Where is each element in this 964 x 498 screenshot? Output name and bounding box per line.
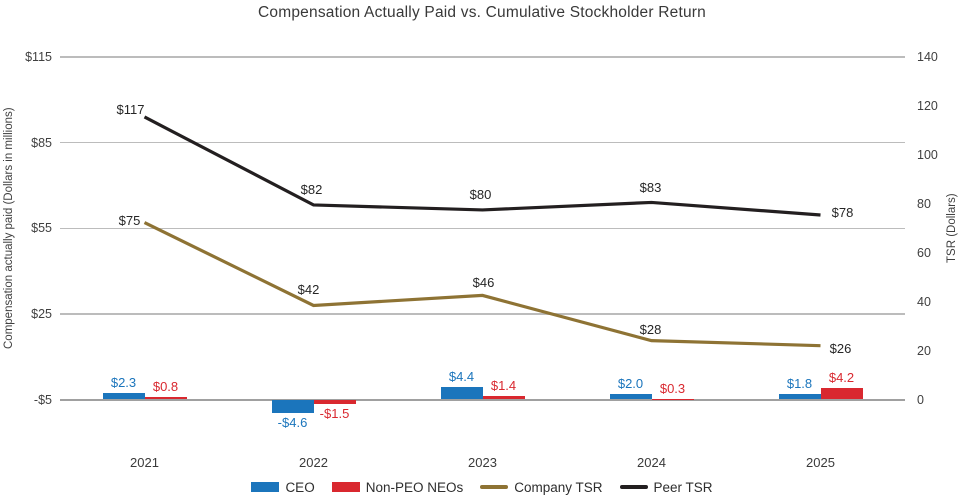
- bar-label-ceo: $2.3: [110, 374, 137, 390]
- line-label-company-tsr: $26: [829, 340, 852, 356]
- legend: CEO Non-PEO NEOs Company TSR Peer TSR: [0, 476, 964, 498]
- bar-label-non-peo-neos: $0.8: [152, 379, 179, 395]
- gridline: [60, 227, 905, 229]
- line-label-company-tsr: $42: [297, 282, 320, 298]
- right-axis-tick: 120: [917, 98, 938, 113]
- line-label-peer-tsr: $78: [831, 204, 854, 220]
- bar-label-ceo: $2.0: [617, 375, 644, 391]
- line-label-company-tsr: $28: [639, 321, 662, 337]
- line-label-company-tsr: $75: [118, 212, 141, 228]
- bar-label-non-peo-neos: -$1.5: [319, 405, 350, 421]
- x-axis-label: 2024: [637, 455, 666, 470]
- legend-swatch-company-tsr: [480, 485, 509, 489]
- right-axis-tick: 20: [917, 343, 931, 358]
- left-axis-tick: $25: [31, 306, 52, 321]
- legend-item-peer-tsr: Peer TSR: [619, 479, 713, 495]
- legend-item-non-peo-neos: Non-PEO NEOs: [331, 479, 464, 495]
- right-axis-tick: 60: [917, 245, 931, 260]
- left-axis-tick: $55: [31, 221, 52, 236]
- bar-label-non-peo-neos: $0.3: [659, 380, 686, 396]
- legend-swatch-peer-tsr: [619, 485, 648, 489]
- right-axis-tick: 100: [917, 147, 938, 162]
- legend-swatch-non-peo-neos: [331, 482, 360, 492]
- bar-non-peo-neos: [482, 395, 525, 400]
- bar-ceo: [609, 393, 652, 400]
- bar-label-ceo: $1.8: [786, 376, 813, 392]
- chart-title: Compensation Actually Paid vs. Cumulativ…: [258, 4, 706, 21]
- bar-non-peo-neos: [144, 397, 187, 400]
- bar-non-peo-neos: [651, 398, 694, 400]
- line-label-peer-tsr: $83: [639, 180, 662, 196]
- bar-label-ceo: $4.4: [448, 368, 475, 384]
- bar-ceo: [271, 399, 314, 413]
- gridline: [60, 398, 905, 401]
- legend-item-ceo: CEO: [251, 479, 315, 495]
- line-label-company-tsr: $46: [472, 275, 495, 291]
- line-label-peer-tsr: $80: [469, 186, 492, 202]
- bar-non-peo-neos: [313, 399, 356, 404]
- right-axis-tick: 80: [917, 196, 931, 211]
- x-axis-label: 2025: [806, 455, 835, 470]
- bar-ceo: [440, 386, 483, 400]
- gridline: [60, 141, 905, 144]
- bar-label-non-peo-neos: $1.4: [490, 377, 517, 393]
- x-axis-label: 2022: [299, 455, 328, 470]
- bar-label-non-peo-neos: $4.2: [828, 369, 855, 385]
- gridline: [60, 56, 905, 58]
- left-axis-tick: -$5: [33, 392, 52, 407]
- bar-non-peo-neos: [820, 387, 863, 400]
- bar-label-ceo: -$4.6: [277, 414, 308, 430]
- line-label-peer-tsr: $82: [300, 181, 323, 197]
- legend-item-company-tsr: Company TSR: [480, 479, 603, 495]
- left-axis-tick: $85: [31, 135, 52, 150]
- legend-label: CEO: [285, 479, 315, 495]
- x-axis-label: 2021: [130, 455, 159, 470]
- right-axis-tick: 140: [917, 50, 938, 64]
- gridline: [60, 313, 905, 315]
- line-label-peer-tsr: $117: [116, 101, 145, 117]
- legend-label: Company TSR: [514, 479, 603, 495]
- x-axis-label: 2023: [468, 455, 497, 470]
- legend-label: Non-PEO NEOs: [365, 479, 464, 495]
- left-axis-tick: $115: [25, 50, 52, 64]
- right-axis-tick: 40: [917, 294, 931, 309]
- bar-ceo: [778, 394, 821, 400]
- legend-swatch-ceo: [251, 482, 280, 492]
- legend-label: Peer TSR: [653, 479, 713, 495]
- right-axis-tick: 0: [917, 392, 924, 407]
- bar-ceo: [102, 392, 145, 400]
